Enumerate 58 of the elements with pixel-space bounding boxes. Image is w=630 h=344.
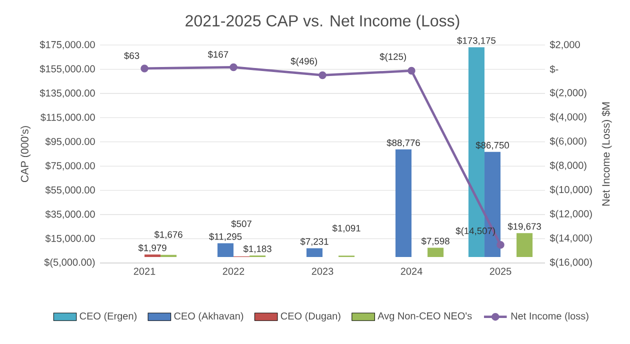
bar (395, 149, 412, 257)
data-label: $(125) (380, 52, 406, 62)
data-label: $1,979 (138, 244, 166, 252)
point (140, 64, 148, 72)
y2-tick-label: $(2,000) (550, 88, 586, 98)
y2-tick-label: $(4,000) (550, 112, 586, 122)
bar (516, 233, 533, 257)
data-label: $11,295 (209, 232, 242, 241)
y2-tick-label: $2,000 (550, 40, 580, 50)
data-label: $88,776 (386, 139, 420, 148)
data-label: $173,175 (457, 36, 496, 45)
point (496, 241, 504, 249)
bar (428, 248, 444, 257)
point (230, 63, 238, 72)
data-label: $63 (124, 52, 140, 60)
y-tick-label: $75,000.00 (45, 162, 95, 170)
x-tick-label: 2021 (134, 268, 156, 275)
legend-label: Avg Non-CEO NEO's (378, 312, 472, 322)
y-axis-title: CAP (000's) (20, 126, 31, 182)
data-label: $(496) (290, 57, 317, 66)
data-label: $167 (208, 50, 228, 58)
y-tick-label: $15,000.00 (45, 234, 95, 244)
chart-title: 2021-2025 CAP vs. Net Income (Loss) (186, 14, 460, 30)
data-label: $7,231 (300, 238, 328, 246)
y-tick-label: $95,000.00 (45, 138, 95, 146)
data-label: $1,183 (243, 245, 272, 254)
y-tick-label: $35,000.00 (45, 210, 95, 219)
data-label: $507 (231, 220, 252, 228)
y-tick-label: $(5,000.00) (44, 258, 95, 268)
y-tick-label: $55,000.00 (45, 186, 95, 195)
y-tick-label: $135,000.00 (40, 89, 95, 98)
legend-label: CEO (Ergen) (80, 312, 136, 322)
y-tick-label: $115,000.00 (40, 113, 95, 122)
y2-tick-label: $(14,000) (550, 234, 592, 244)
x-tick-label: 2023 (312, 268, 334, 275)
y2-tick-label: $(10,000) (550, 186, 592, 196)
legend-label: CEO (Dugan) (280, 312, 340, 322)
y2-tick-label: $(12,000) (550, 210, 592, 220)
legend-label: Net Income (loss) (511, 312, 588, 322)
point (408, 66, 416, 75)
y-tick-label: $175,000.00 (40, 40, 95, 50)
x-tick-label: 2025 (490, 268, 512, 275)
y2-tick-label: $(16,000) (550, 258, 592, 268)
data-label: $7,598 (421, 237, 450, 246)
point (318, 71, 326, 80)
y2-tick-label: $(8,000) (550, 161, 586, 171)
data-label: $1,091 (332, 224, 360, 233)
bar (306, 248, 323, 257)
y2-tick-label: $(6,000) (550, 137, 586, 147)
legend-label: CEO (Akhavan) (174, 312, 244, 322)
data-label: $1,676 (154, 230, 182, 239)
data-label: $19,673 (508, 222, 541, 231)
y2-axis-title: Net Income (Loss) $M (602, 102, 612, 206)
x-tick-label: 2022 (222, 268, 244, 275)
y2-tick-label: $- (550, 65, 558, 74)
x-tick-label: 2024 (400, 268, 422, 275)
bar (217, 243, 234, 257)
y-tick-label: $155,000.00 (40, 64, 95, 74)
